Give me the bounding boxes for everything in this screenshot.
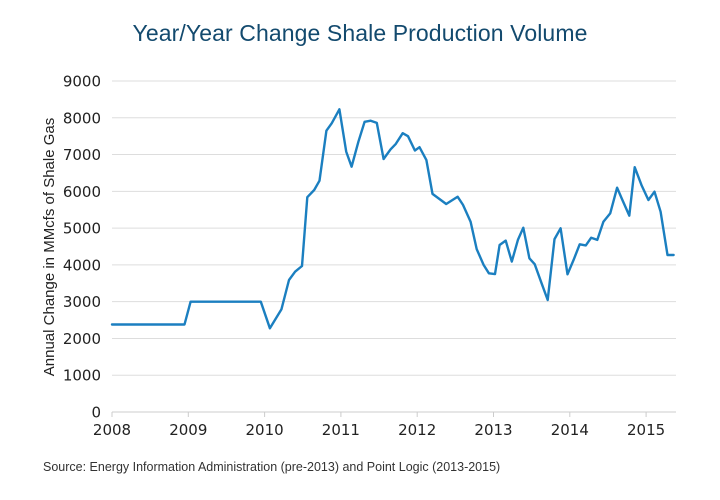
x-tick-label: 2011 <box>322 421 360 439</box>
x-tick-labels: 2008 2009 2010 2011 2012 2013 2014 2015 <box>93 421 665 439</box>
y-tick-label: 7000 <box>63 146 101 164</box>
y-tick-label: 0 <box>91 404 101 422</box>
y-axis-title: Annual Change in MMcfs of Shale Gas <box>41 118 58 376</box>
series-line <box>110 108 675 330</box>
x-tick-label: 2013 <box>474 421 512 439</box>
y-axis: 0 1000 2000 3000 4000 5000 6000 7000 8000 9000 <box>63 73 101 422</box>
y-tick-label: 5000 <box>63 220 101 238</box>
source-note: Source: Energy Information Administratio… <box>43 460 501 474</box>
y-tick-label: 4000 <box>63 256 101 274</box>
gridlines <box>112 80 676 376</box>
chart-title: Year/Year Change Shale Production Volume <box>132 20 588 46</box>
series-layer <box>110 108 675 330</box>
y-tick-label: 1000 <box>63 367 101 385</box>
y-tick-label: 6000 <box>63 183 101 201</box>
x-tick-label: 2012 <box>398 421 436 439</box>
x-tick-label: 2014 <box>551 421 589 439</box>
x-tick-label: 2015 <box>627 421 665 439</box>
x-tick-label: 2010 <box>246 421 284 439</box>
y-tick-label: 2000 <box>63 330 101 348</box>
y-tick-label: 9000 <box>63 73 101 91</box>
x-tick-label: 2008 <box>93 421 131 439</box>
x-tick-label: 2009 <box>169 421 207 439</box>
y-tick-label: 8000 <box>63 109 101 127</box>
y-tick-label: 3000 <box>63 293 101 311</box>
x-axis <box>111 411 676 417</box>
